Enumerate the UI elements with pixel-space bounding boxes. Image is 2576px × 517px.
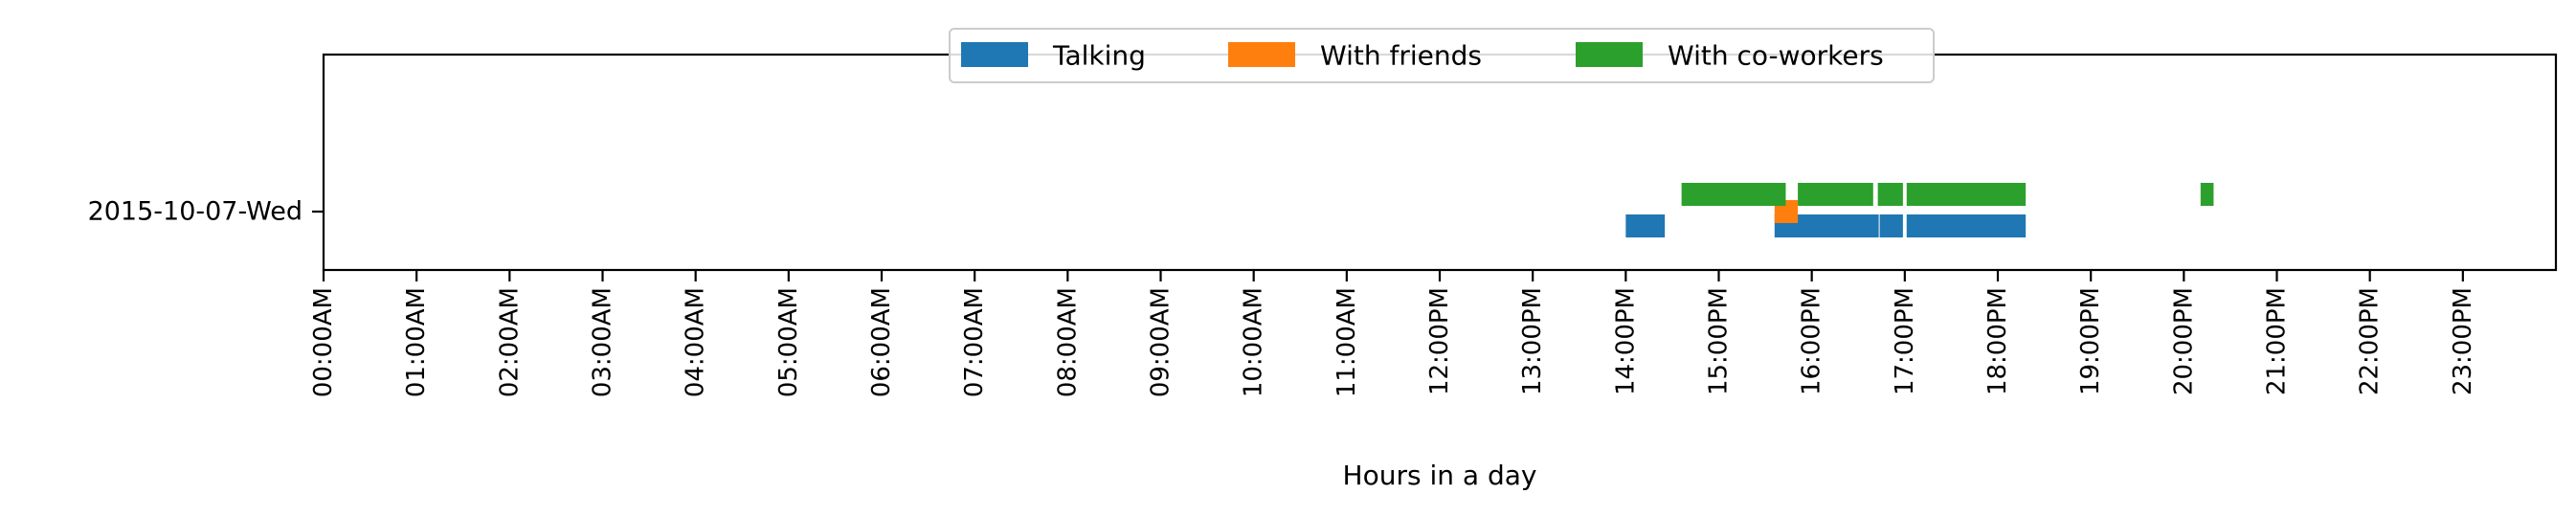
x-tick-label: 15:00PM [1705, 287, 1734, 395]
legend-swatch [1576, 42, 1643, 67]
x-tick-label: 11:00AM [1333, 287, 1361, 397]
plot-frame [322, 53, 2558, 272]
x-tick-label: 02:00AM [495, 287, 524, 397]
bar-with-co-workers-1 [1798, 183, 1873, 206]
x-tick-label: 21:00PM [2263, 287, 2292, 395]
x-tick-label: 00:00AM [309, 287, 338, 397]
y-tick-label: 2015-10-07-Wed [88, 197, 302, 227]
x-tick-label: 01:00AM [402, 287, 431, 397]
bar-with-co-workers-0 [1681, 183, 1786, 206]
bar-talking-2 [1879, 214, 1903, 237]
x-tick-label: 12:00PM [1425, 287, 1454, 395]
x-tick-label: 13:00PM [1518, 287, 1547, 395]
x-tick-label: 10:00AM [1240, 287, 1268, 397]
x-tick-label: 09:00AM [1147, 287, 1176, 397]
bar-talking-0 [1625, 214, 1666, 237]
y-axis: 2015-10-07-Wed [88, 197, 324, 227]
x-tick-label: 23:00PM [2449, 287, 2477, 395]
x-tick-label: 18:00PM [1983, 287, 2012, 395]
x-tick-label: 22:00PM [2356, 287, 2385, 395]
x-tick-label: 05:00AM [774, 287, 803, 397]
x-tick-label: 06:00AM [867, 287, 896, 397]
bar-with-co-workers-3 [1906, 183, 2027, 206]
x-tick-label: 14:00PM [1611, 287, 1640, 395]
legend-label: With co-workers [1668, 40, 1884, 72]
x-tick-label: 20:00PM [2169, 287, 2198, 395]
x-tick-label: 08:00AM [1053, 287, 1082, 397]
x-tick-label: 19:00PM [2076, 287, 2105, 395]
legend-label: With friends [1320, 40, 1482, 72]
bar-with-co-workers-2 [1877, 183, 1903, 206]
bar-with-co-workers-4 [2200, 183, 2214, 206]
x-tick-label: 04:00AM [682, 287, 710, 397]
legend-box [949, 28, 1935, 83]
x-tick-label: 17:00PM [1891, 287, 1919, 395]
bar-talking-3 [1906, 214, 2027, 237]
activity-bars [1625, 183, 2214, 237]
x-axis-label: Hours in a day [1343, 460, 1537, 491]
legend-swatch [1228, 42, 1295, 67]
legend-label: Talking [1052, 40, 1146, 72]
x-tick-label: 07:00AM [960, 287, 989, 397]
x-tick-label: 16:00PM [1798, 287, 1826, 395]
legend-swatch [961, 42, 1028, 67]
legend: Talking With friends With co-workers [949, 28, 1935, 83]
x-axis: 00:00AM 01:00AM 02:00AM 03:00AM 04:00AM 05:00… [309, 270, 2477, 397]
x-tick-label: 03:00AM [589, 287, 617, 397]
